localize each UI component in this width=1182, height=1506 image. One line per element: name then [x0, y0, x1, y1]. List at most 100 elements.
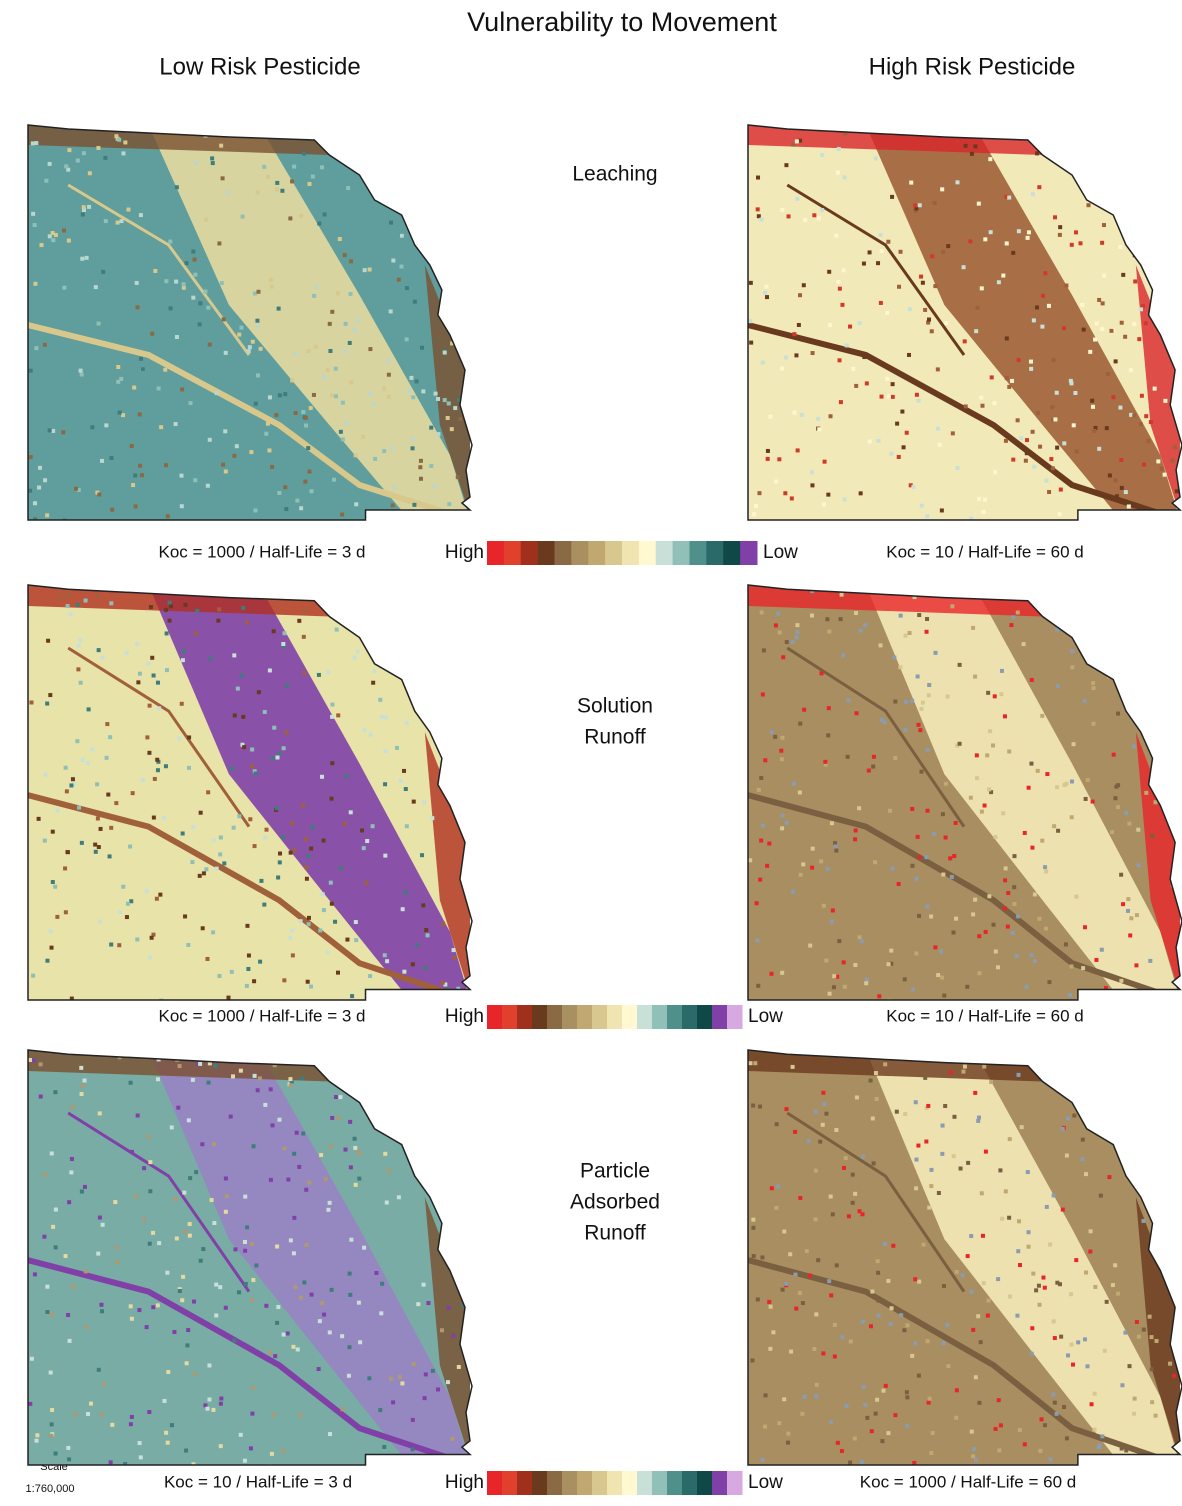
map-cell: [798, 1196, 802, 1200]
map-cell: [1075, 449, 1079, 453]
map-cell: [276, 1305, 280, 1309]
map-cell: [802, 708, 806, 712]
map-cell: [818, 1140, 822, 1144]
map-cell: [348, 1293, 352, 1297]
map-cell: [285, 684, 289, 688]
map-cell: [987, 894, 991, 898]
map-cell: [233, 1247, 237, 1251]
map-cell: [800, 1412, 804, 1416]
map-cell: [223, 429, 227, 433]
map-cell: [862, 262, 866, 266]
map-cell: [45, 513, 49, 517]
map-cell: [1172, 1374, 1176, 1378]
map-cell: [274, 413, 278, 417]
map-cell: [330, 1116, 334, 1120]
map-cell: [914, 951, 918, 955]
legend-swatch: [502, 1471, 518, 1495]
map-cell: [1065, 782, 1069, 786]
map-cell: [925, 617, 929, 621]
legend-swatch: [697, 1471, 713, 1495]
map-cell: [304, 837, 308, 841]
map-cell: [936, 427, 940, 431]
map-cell: [327, 1057, 331, 1061]
map-cell: [1140, 394, 1144, 398]
map-cell: [799, 873, 803, 877]
map-cell: [839, 617, 843, 621]
map-cell: [206, 790, 210, 794]
map-cell: [428, 1154, 432, 1158]
map-cell: [431, 1146, 435, 1150]
map-cell: [199, 1259, 203, 1263]
map-cell: [906, 1323, 910, 1327]
map-cell: [1139, 307, 1143, 311]
map-cell: [98, 1111, 102, 1115]
map-cell: [360, 828, 364, 832]
map-cell: [876, 261, 880, 265]
map-cell: [415, 943, 419, 947]
map-cell: [826, 493, 830, 497]
map-cell: [289, 1084, 293, 1088]
map-cell: [1007, 1216, 1011, 1220]
map-cell: [1023, 831, 1027, 835]
map-cell: [1105, 1112, 1109, 1116]
map-cell: [824, 959, 828, 963]
map-cell: [383, 193, 387, 197]
map: [748, 585, 1182, 1004]
map-cell: [254, 772, 258, 776]
map-cell: [292, 165, 296, 169]
map-cell: [349, 810, 353, 814]
map-cell: [230, 970, 234, 974]
map-cell: [374, 1055, 378, 1059]
map-cell: [39, 1062, 43, 1066]
map-cell: [1058, 225, 1062, 229]
map-cell: [1150, 834, 1154, 838]
map-cell: [1069, 1292, 1073, 1296]
map-cell: [339, 866, 343, 870]
map-cell: [222, 861, 226, 865]
map-cell: [780, 208, 784, 212]
map-cell: [142, 1166, 146, 1170]
map-cell: [233, 713, 237, 717]
map-cell: [395, 746, 399, 750]
map-cell: [1052, 824, 1056, 828]
map-cell: [387, 395, 391, 399]
map-cell: [1076, 1340, 1080, 1344]
map-cell: [835, 1263, 839, 1267]
map-cell: [278, 393, 282, 397]
map-cell: [927, 1206, 931, 1210]
map-cell: [164, 1431, 168, 1435]
map-cell: [1106, 372, 1110, 376]
map-cell: [1058, 512, 1062, 516]
map-cell: [903, 977, 907, 981]
map-cell: [1062, 1405, 1066, 1409]
map-cell: [434, 1139, 438, 1143]
map-cell: [1104, 1000, 1108, 1004]
map-cell: [198, 322, 202, 326]
map-cell: [336, 971, 340, 975]
map-cell: [447, 502, 451, 506]
map-cell: [767, 1300, 771, 1304]
map-cell: [833, 1354, 837, 1358]
map-cell: [270, 465, 274, 469]
map-cell: [971, 626, 975, 630]
map-cell: [858, 935, 862, 939]
map-cell: [1084, 797, 1088, 801]
map-cell: [411, 644, 415, 648]
map-cell: [185, 1343, 189, 1347]
map-cell: [1154, 717, 1158, 721]
map-cell: [1011, 615, 1015, 619]
map-cell: [1018, 1263, 1022, 1267]
map-cell: [429, 426, 433, 430]
map-cell: [184, 1449, 188, 1453]
map-cell: [180, 387, 184, 391]
map-cell: [275, 188, 279, 192]
map-cell: [31, 141, 35, 145]
map-cell: [931, 1431, 935, 1435]
map-cell: [1136, 658, 1140, 662]
map-cell: [76, 603, 80, 607]
map-cell: [980, 1191, 984, 1195]
map-cell: [831, 908, 835, 912]
map-cell: [1041, 1276, 1045, 1280]
map-cell: [343, 349, 347, 353]
map-cell: [997, 1448, 1001, 1452]
